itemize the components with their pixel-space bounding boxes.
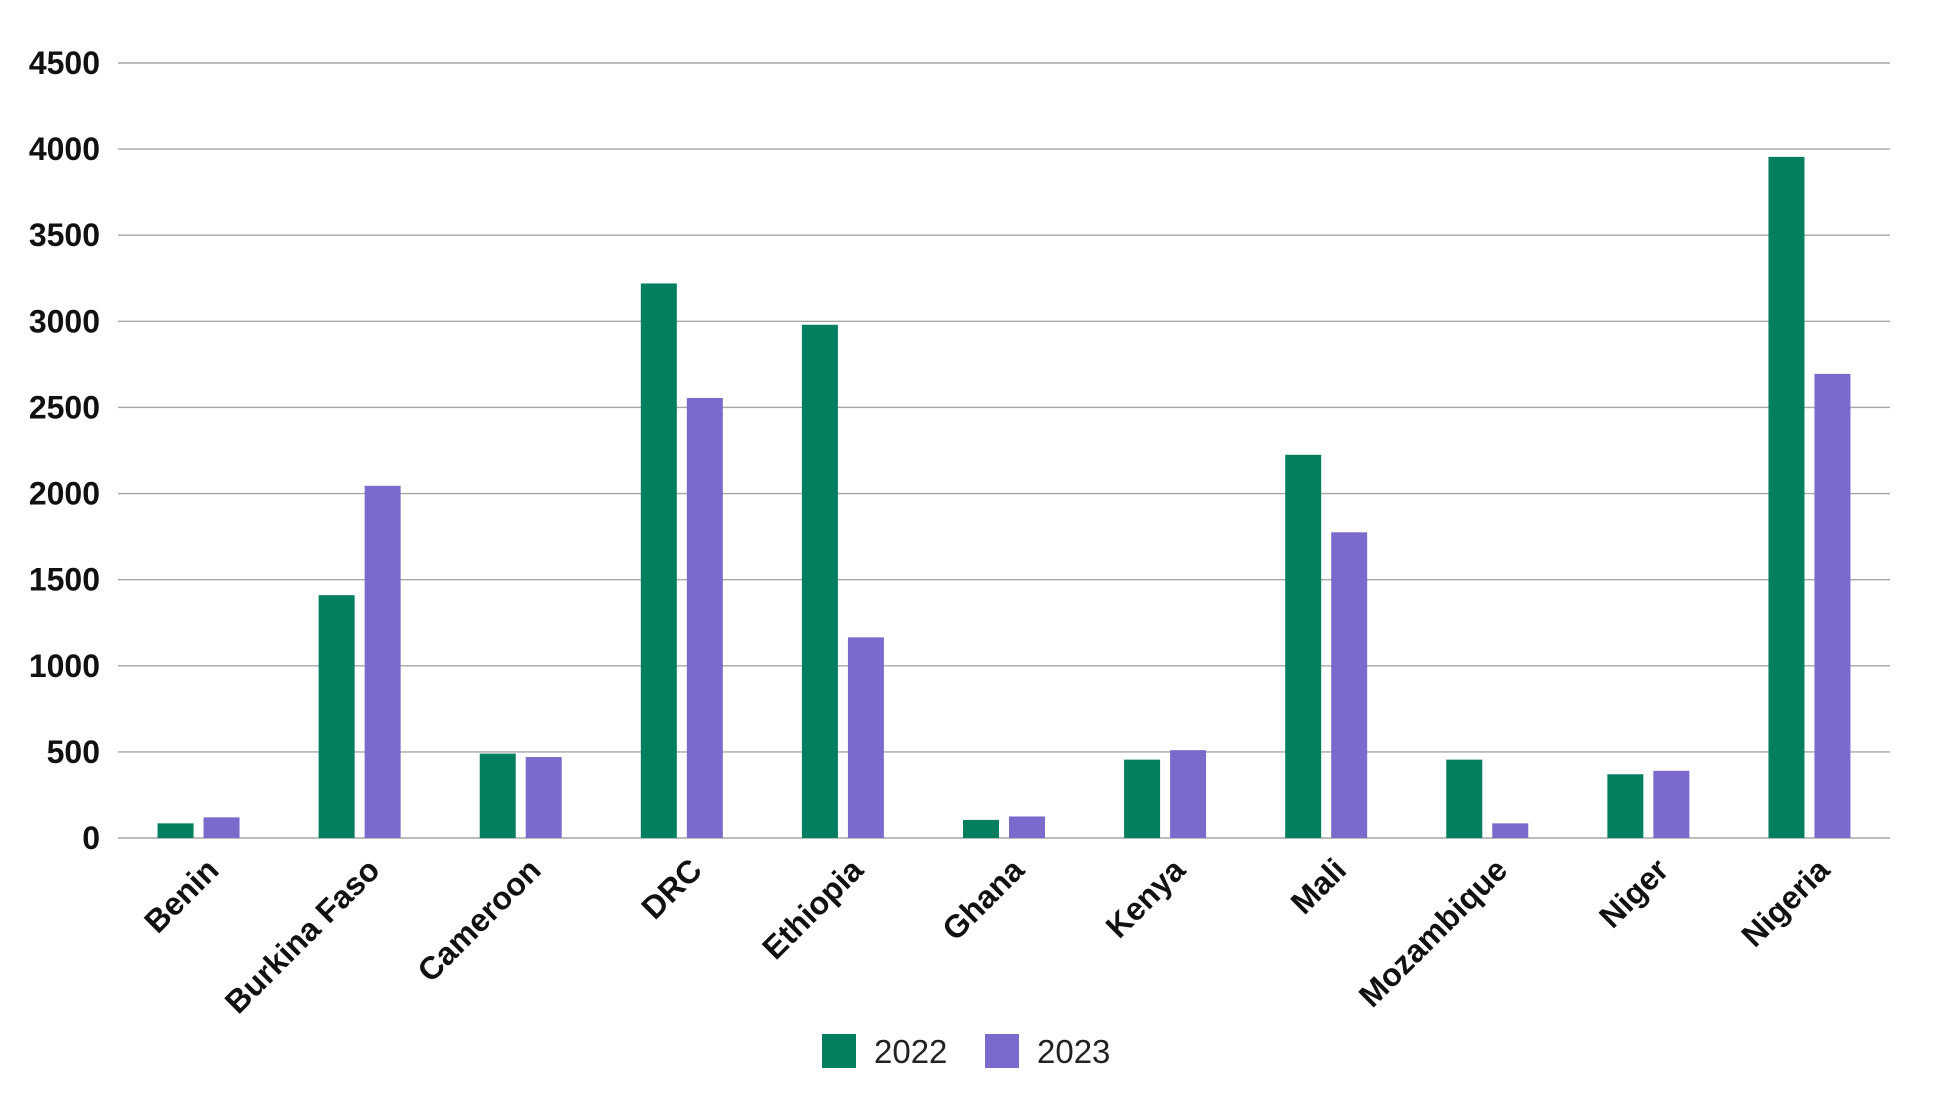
x-tick-label: Ghana [935, 851, 1031, 947]
y-tick-label: 4500 [29, 45, 100, 81]
x-tick-label: Kenya [1099, 851, 1193, 945]
bar-2023-nigeria [1814, 373, 1851, 838]
legend-swatch-2023 [985, 1034, 1019, 1068]
y-tick-label: 500 [47, 734, 100, 770]
y-tick-label: 4000 [29, 131, 100, 167]
y-tick-label: 2500 [29, 389, 100, 425]
x-tick-label: Benin [137, 851, 225, 939]
bar-2022-mali [1285, 454, 1322, 838]
bar-2023-benin [203, 817, 240, 838]
x-tick-label: Mozambique [1352, 851, 1514, 1013]
bar-2022-nigeria [1768, 156, 1805, 839]
x-tick-label: Ethiopia [755, 851, 870, 966]
bar-2023-cameroon [525, 757, 562, 838]
gridlines [118, 62, 1890, 839]
bar-2022-ethiopia [801, 324, 838, 838]
y-tick-label: 2000 [29, 476, 100, 512]
x-tick-label: Nigeria [1734, 851, 1836, 953]
bar-2023-ethiopia [847, 637, 884, 838]
bars [157, 156, 1851, 839]
bar-2022-mozambique [1446, 759, 1483, 838]
y-tick-label: 0 [82, 820, 100, 856]
bar-2022-benin [157, 823, 194, 838]
bar-2022-drc [640, 283, 677, 838]
legend-swatch-2022 [822, 1034, 856, 1068]
bar-2023-drc [686, 397, 723, 838]
y-axis-tick-labels: 0 500 1000 1500 2000 2500 3000 3500 4000 4500 [29, 45, 100, 856]
x-tick-label: Niger [1592, 851, 1675, 934]
bar-2022-ghana [963, 819, 999, 838]
bar-2023-burkina-faso [364, 485, 401, 838]
bar-2023-kenya [1170, 750, 1207, 838]
x-tick-label: DRC [634, 851, 708, 925]
y-tick-label: 1500 [29, 562, 100, 598]
x-tick-label: Burkina Faso [218, 851, 387, 1020]
bar-2022-niger [1607, 774, 1644, 838]
bar-2023-mali [1331, 532, 1368, 838]
legend-label-2023: 2023 [1037, 1033, 1110, 1070]
bar-2023-mozambique [1492, 823, 1529, 838]
x-tick-label: Cameroon [410, 851, 547, 988]
legend-label-2022: 2022 [874, 1033, 947, 1070]
bar-2023-niger [1653, 770, 1690, 838]
bar-2022-kenya [1124, 759, 1161, 838]
x-tick-label: Mali [1284, 851, 1353, 920]
y-tick-label: 3000 [29, 303, 100, 339]
y-tick-label: 3500 [29, 217, 100, 253]
bar-2022-burkina-faso [318, 595, 355, 838]
bar-2022-cameroon [479, 753, 516, 838]
y-tick-label: 1000 [29, 648, 100, 684]
bar-2023-ghana [1009, 816, 1045, 838]
legend: 2022 2023 [822, 1033, 1110, 1070]
